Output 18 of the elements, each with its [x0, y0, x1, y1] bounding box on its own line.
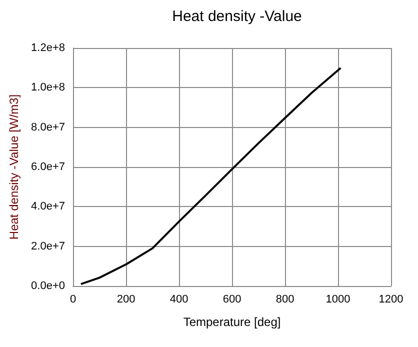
line-series [80, 67, 342, 286]
y-tick-label: 8.0e+7 [31, 121, 65, 134]
y-tick-label: 6.0e+7 [31, 161, 65, 173]
x-tick-label: 400 [170, 294, 188, 306]
x-tick-label: 1200 [378, 294, 404, 306]
x-tick-label: 0 [70, 294, 76, 306]
y-tick-label: 1.0e+8 [31, 82, 65, 94]
y-tick-label: 4.0e+7 [31, 200, 65, 213]
y-axis-title: Heat density -Value [W/m3] [7, 94, 22, 240]
x-tick-label: 200 [116, 294, 136, 306]
x-tick-label: 1000 [326, 294, 350, 306]
chart-title: Heat density -Value [172, 8, 302, 25]
y-tick-label: 1.2e+8 [31, 42, 65, 54]
y-tick-label: 2.0e+7 [31, 240, 65, 252]
x-tick-label: 800 [276, 294, 294, 306]
x-axis-title: Temperature [deg] [183, 315, 281, 329]
x-tick-label: 600 [222, 294, 242, 306]
y-tick-label: 0.0e+0 [31, 280, 65, 292]
